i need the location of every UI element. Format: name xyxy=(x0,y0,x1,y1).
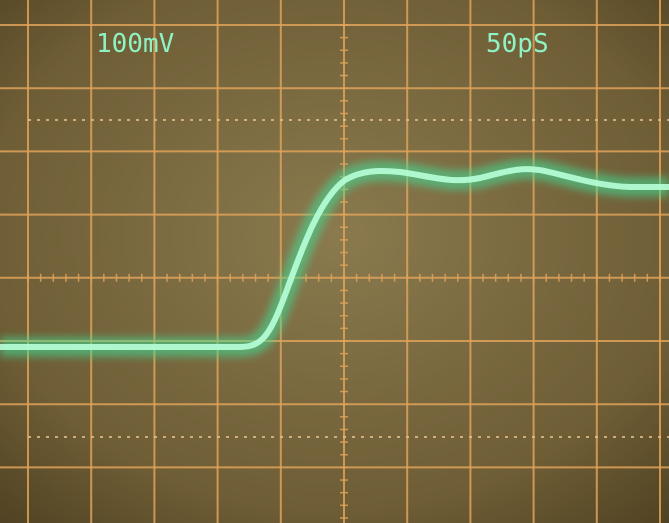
screen-background xyxy=(0,0,669,523)
volts-per-div: 100mV xyxy=(96,29,174,59)
time-per-div: 50pS xyxy=(486,29,549,59)
page: {"screen": {"volts_per_div": "100mV", "t… xyxy=(0,0,669,523)
oscilloscope-screen: 100mV 50pS xyxy=(0,0,669,523)
